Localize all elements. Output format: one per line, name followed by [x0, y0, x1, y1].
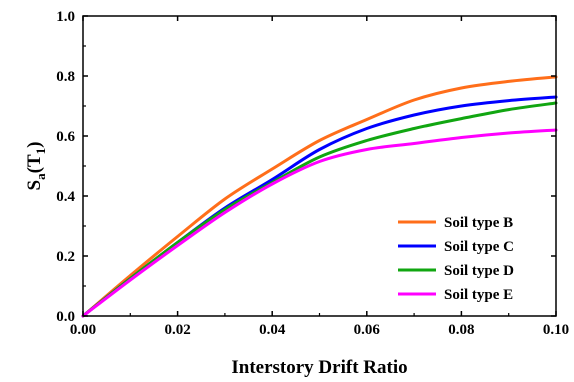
- x-tick-label: 0.00: [70, 322, 96, 338]
- ticks-layer: 0.00 0.02 0.04 0.06 0.08 0.10 0.0 0.2 0.4 0.6 0.8 1…: [56, 9, 569, 338]
- series-line-1: [81, 75, 558, 318]
- y-axis-title-main: S: [24, 180, 45, 191]
- y-tick-label: 0.6: [56, 129, 75, 145]
- y-tick-label: 0.0: [56, 309, 75, 325]
- y-axis-title-paren-close: ): [24, 142, 45, 148]
- x-axis-title: Interstory Drift Ratio: [231, 357, 407, 378]
- y-axis-title: Sa(T1): [24, 142, 48, 191]
- series-line-2: [81, 95, 558, 318]
- legend-label: Soil type C: [444, 239, 514, 255]
- legend: Soil type B Soil type C Soil type D Soil ty…: [398, 215, 514, 303]
- y-axis-title-sub: a: [33, 173, 48, 180]
- x-tick-label: 0.06: [354, 322, 381, 338]
- y-tick-label: 0.2: [56, 249, 75, 265]
- y-tick-label: 1.0: [56, 9, 75, 25]
- series-layer: [81, 75, 558, 318]
- x-tick-label: 0.08: [448, 322, 474, 338]
- series-line-4: [81, 128, 558, 318]
- legend-label: Soil type B: [444, 215, 513, 231]
- x-tick-label: 0.04: [259, 322, 286, 338]
- y-tick-label: 0.8: [56, 69, 75, 85]
- y-axis-title-paren-sub: 1: [33, 148, 48, 155]
- x-tick-label: 0.02: [164, 322, 190, 338]
- legend-label: Soil type D: [444, 263, 514, 279]
- y-axis-title-paren-open: (T: [24, 154, 45, 173]
- series-line-3: [81, 101, 558, 318]
- y-tick-label: 0.4: [56, 189, 75, 205]
- x-tick-label: 0.10: [543, 322, 569, 338]
- legend-label: Soil type E: [444, 287, 513, 303]
